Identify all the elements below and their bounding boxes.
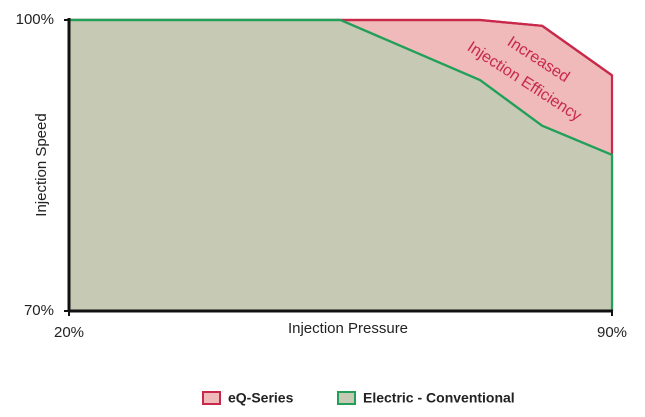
legend-swatch [337,391,356,405]
y-axis-label: Injection Speed [33,113,50,216]
x-tick-label: 20% [54,324,84,341]
legend-label: eQ-Series [228,390,294,406]
y-tick-label: 100% [16,11,54,28]
y-tick-label: 70% [24,302,54,319]
series-line [69,18,613,156]
x-tick-label: 90% [597,324,627,341]
x-axis-label: Injection Pressure [288,320,408,337]
legend-swatch [202,391,221,405]
legend-label: Electric - Conventional [363,390,515,406]
